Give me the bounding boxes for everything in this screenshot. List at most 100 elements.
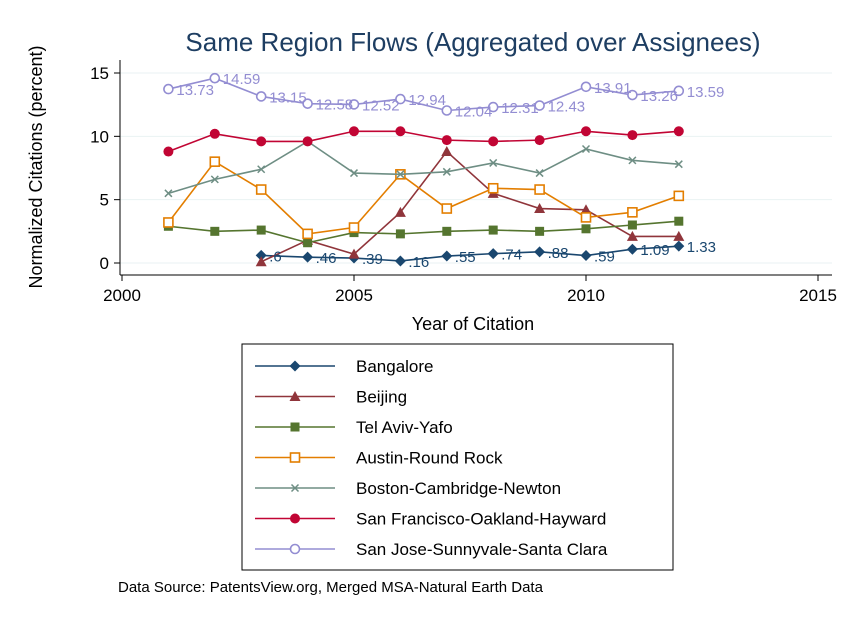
data-point: [256, 136, 267, 147]
series-line-bangalore: [261, 245, 679, 262]
data-label: 12.31: [501, 100, 539, 117]
data-point: [164, 189, 173, 198]
data-label: 12.52: [362, 97, 400, 114]
series-line-beijing: [260, 150, 679, 263]
data-point: [441, 203, 453, 214]
data-point: [627, 207, 638, 218]
data-point: [396, 170, 405, 179]
series-line-san-francisco-oakland-hayward: [168, 130, 679, 153]
data-label: 14.59: [223, 71, 261, 88]
data-label: .59: [594, 249, 615, 266]
data-point: [580, 212, 592, 223]
y-tick-label: 0: [100, 254, 109, 273]
data-point: [163, 83, 174, 95]
data-point: [534, 100, 545, 111]
data-point: [302, 98, 313, 109]
data-point: [580, 204, 592, 215]
legend-label: San Jose-Sunnyvale-Santa Clara: [356, 540, 608, 559]
data-point: [257, 165, 266, 174]
data-point: [348, 99, 360, 110]
data-label: 12.43: [548, 99, 586, 116]
data-point: [209, 128, 220, 139]
data-point: [627, 130, 638, 141]
legend-item-san-francisco-oakland-hayward: San Francisco-Oakland-Hayward: [255, 510, 606, 529]
data-point: [394, 255, 406, 267]
data-point: [673, 126, 684, 137]
data-label: 12.04: [455, 103, 493, 120]
series-san-francisco-oakland-hayward: [163, 126, 684, 157]
data-point: [349, 126, 359, 137]
x-tick-label: 2015: [799, 286, 837, 305]
data-point: [487, 182, 499, 194]
data-point: [673, 190, 685, 202]
data-point: [395, 93, 406, 105]
data-point: [255, 184, 267, 195]
data-point: [674, 216, 684, 226]
data-point: [255, 249, 267, 261]
data-point: [441, 105, 453, 116]
data-point: [255, 256, 267, 267]
data-point: [442, 226, 452, 236]
data-point: [441, 135, 452, 146]
data-label: .39: [362, 251, 383, 268]
legend-marker: [290, 513, 300, 524]
data-point: [626, 243, 638, 255]
data-point: [534, 246, 546, 258]
legend-item-san-jose-sunnyvale-santa-clara: San Jose-Sunnyvale-Santa Clara: [255, 540, 608, 559]
data-point: [210, 175, 219, 184]
data-point: [442, 167, 451, 176]
legend-marker: [289, 391, 301, 401]
data-point: [534, 135, 545, 146]
y-tick-label: 5: [100, 191, 109, 210]
legend-item-tel-aviv-yafo: Tel Aviv-Yafo: [255, 418, 453, 437]
data-point: [487, 248, 499, 260]
data-point: [673, 240, 685, 252]
data-point: [581, 126, 591, 137]
data-label: .46: [316, 250, 337, 267]
data-point: [580, 81, 592, 93]
legend-label: Beijing: [356, 388, 407, 407]
plot-area: [120, 60, 832, 275]
data-label: 13.15: [269, 89, 307, 106]
x-tick-label: 2000: [103, 286, 141, 305]
series-san-jose-sunnyvale-santa-clara: [163, 72, 685, 116]
legend-marker: [289, 360, 301, 372]
legend-marker: [289, 452, 301, 463]
data-point: [534, 203, 546, 214]
data-point: [348, 248, 360, 259]
data-point: [673, 85, 685, 97]
data-label: .55: [455, 249, 476, 266]
data-point: [581, 144, 591, 154]
data-point: [348, 222, 360, 233]
data-label: 1.33: [687, 239, 716, 256]
data-point: [209, 156, 221, 167]
data-point: [163, 146, 174, 157]
data-label: .74: [501, 247, 522, 264]
data-label: 1.09: [640, 242, 669, 259]
data-point: [303, 238, 313, 248]
data-point: [302, 136, 313, 147]
legend-marker: [289, 543, 301, 555]
data-point: [628, 156, 637, 165]
data-point: [627, 89, 638, 101]
series-line-san-jose-sunnyvale-santa-clara: [168, 77, 679, 112]
data-point: [674, 160, 683, 169]
legend-item-bangalore: Bangalore: [255, 357, 434, 376]
chart-title: Same Region Flows (Aggregated over Assig…: [185, 27, 760, 57]
data-label: 12.94: [408, 92, 446, 109]
data-point: [302, 228, 313, 240]
legend-item-austin-round-rock: Austin-Round Rock: [255, 449, 503, 468]
data-label: .16: [408, 254, 429, 271]
y-tick-label: 15: [90, 64, 109, 83]
data-point: [395, 126, 406, 137]
data-label: .88: [548, 245, 569, 262]
series-line-austin-round-rock: [167, 160, 680, 235]
series-boston-cambridge-newton: [164, 137, 683, 198]
legend-marker: [290, 422, 300, 432]
data-point: [627, 220, 637, 230]
data-point: [255, 91, 267, 102]
x-axis-label: Year of Citation: [412, 314, 534, 334]
data-point: [349, 169, 359, 178]
legend-label: Tel Aviv-Yafo: [356, 418, 453, 437]
data-point: [209, 72, 221, 84]
